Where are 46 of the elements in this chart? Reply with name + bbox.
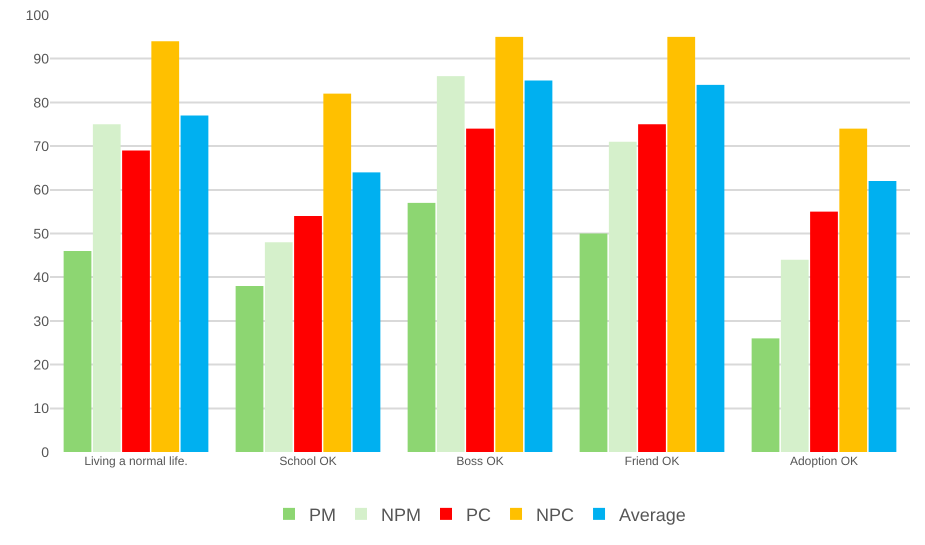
bar [408, 202, 436, 452]
y-tick-label: 90 [33, 50, 50, 67]
legend-label: Average [619, 504, 686, 525]
y-tick-label: 30 [33, 312, 50, 329]
bar [236, 286, 264, 452]
bar [64, 250, 92, 452]
legend-label: PM [309, 504, 336, 525]
bar [92, 124, 121, 452]
bar [667, 36, 696, 452]
bar [810, 212, 838, 452]
bar [264, 242, 293, 452]
bar [839, 128, 868, 452]
bar [752, 338, 780, 452]
legend-label: NPM [381, 504, 421, 525]
bar [352, 172, 380, 452]
y-tick-label: 20 [33, 356, 50, 372]
bar [495, 36, 524, 452]
x-tick-label: Living a normal life. [84, 454, 188, 468]
bar [638, 124, 666, 452]
y-tick-label: 60 [33, 182, 50, 198]
y-tick-label: 0 [41, 444, 50, 460]
bar [466, 128, 494, 452]
bar [436, 76, 465, 452]
bar [180, 116, 208, 452]
x-tick-label: Boss OK [456, 454, 504, 468]
bar [524, 80, 552, 452]
y-tick-label: 10 [33, 400, 50, 416]
bar [323, 94, 352, 452]
bar [696, 84, 724, 452]
y-tick-label: 50 [33, 225, 50, 242]
bar [780, 260, 809, 452]
x-tick-label: School OK [279, 454, 337, 468]
bar [608, 142, 637, 452]
x-tick-label: Adoption OK [790, 454, 858, 468]
bar [294, 216, 322, 452]
y-tick-label: 70 [33, 138, 50, 154]
bar [580, 234, 608, 452]
legend-label: NPC [536, 504, 574, 525]
bar [151, 41, 180, 452]
x-tick-label: Friend OK [624, 454, 680, 468]
y-tick-label: 40 [33, 269, 50, 286]
y-tick-label: 80 [33, 94, 50, 110]
legend-label: PC [466, 504, 492, 525]
bar [122, 150, 150, 452]
bar [868, 181, 896, 452]
y-tick-label: 100 [26, 6, 50, 23]
